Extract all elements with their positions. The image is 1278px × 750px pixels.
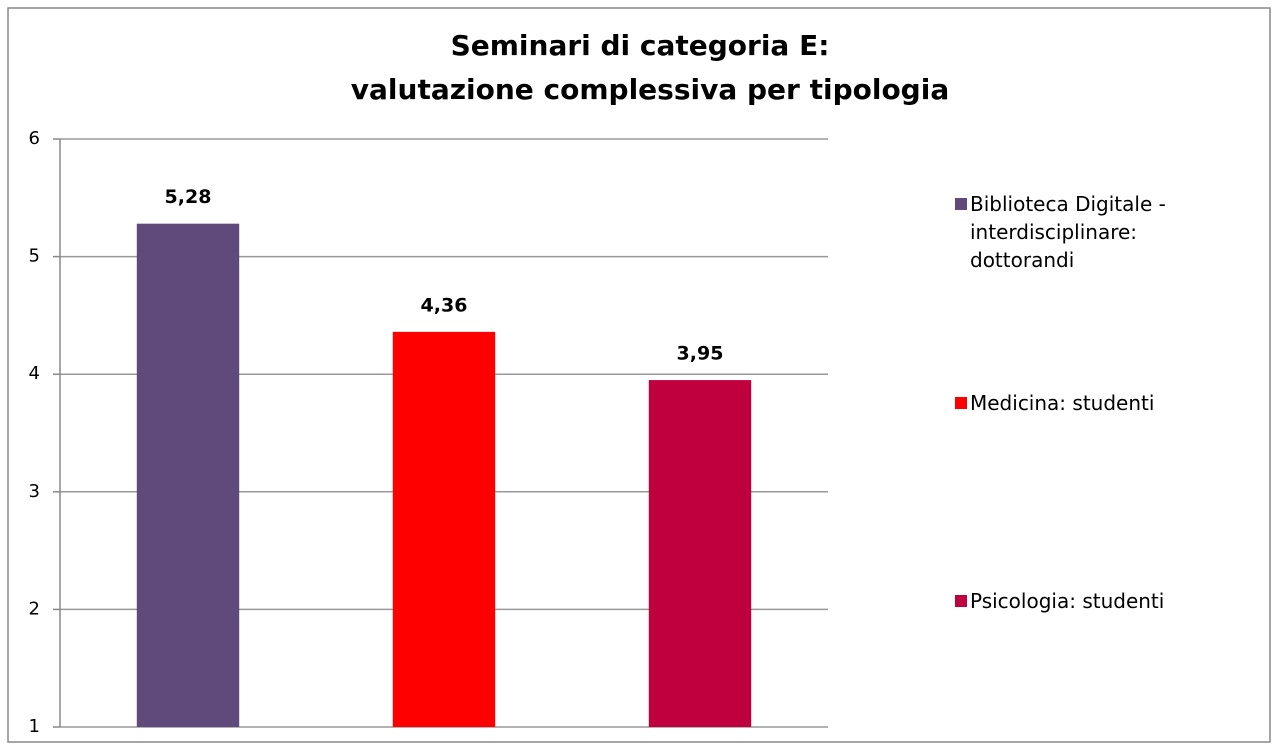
y-tick-label: 5 [29,246,40,267]
bar [648,380,752,727]
legend-entry: Medicina: studenti [955,389,1255,417]
bar [392,331,496,727]
y-tick-label: 3 [29,481,40,502]
legend-entry: Psicologia: studenti [955,587,1255,615]
chart-title: Seminari di categoria E: [451,29,830,62]
data-label: 3,95 [677,343,724,365]
legend-swatch [955,198,967,210]
y-tick-label: 4 [29,363,40,384]
y-tick-label: 1 [29,716,40,737]
legend-swatch [955,397,967,409]
data-label: 4,36 [421,294,468,316]
data-label: 5,28 [165,186,212,208]
y-tick-label: 2 [29,598,40,619]
legend-label: Psicologia: studenti [970,589,1165,613]
legend-entry: Biblioteca Digitale - interdisciplinare:… [955,190,1255,274]
legend-swatch [955,595,967,607]
legend-label: Medicina: studenti [970,391,1155,415]
chart-title: valutazione complessiva per tipologia [351,73,949,106]
y-tick-label: 6 [29,128,40,149]
legend-label: Biblioteca Digitale - interdisciplinare:… [970,192,1166,272]
bar [136,223,240,727]
